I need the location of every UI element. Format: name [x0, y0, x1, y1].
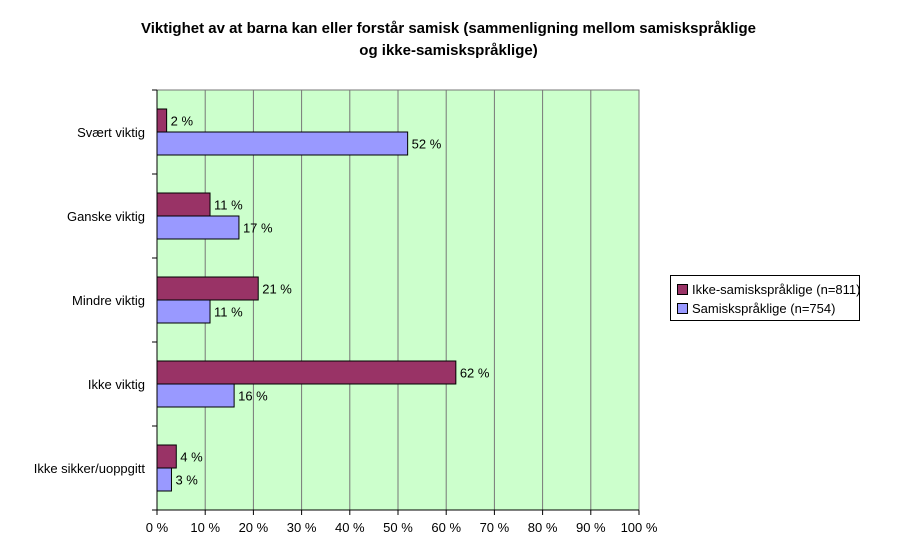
bar-series-2 — [156, 467, 172, 492]
x-tick-label-40: 40 % — [335, 520, 365, 535]
legend-swatch-series-1 — [677, 284, 688, 295]
legend-item-series-1: Ikke-samiskspråklige (n=811) — [677, 280, 860, 299]
x-tick-label-100: 100 % — [621, 520, 658, 535]
bar-series-1 — [156, 192, 211, 217]
x-tick-label-30: 30 % — [287, 520, 317, 535]
bar-series-2 — [156, 215, 240, 240]
legend-swatch-series-2 — [677, 303, 688, 314]
chart-title-line-2: og ikke-samiskspråklige) — [359, 42, 538, 59]
x-tick-label-70: 70 % — [480, 520, 510, 535]
legend-item-series-2: Samiskspråklige (n=754) — [677, 299, 853, 318]
x-tick-label-20: 20 % — [239, 520, 269, 535]
data-label-series-2: 52 % — [412, 137, 442, 152]
bar-series-1 — [156, 276, 259, 301]
chart-title-line-1: Viktighet av at barna kan eller forstår … — [141, 20, 756, 37]
data-label-series-2: 17 % — [243, 221, 273, 236]
category-label: Ikke sikker/uoppgitt — [34, 461, 146, 476]
data-label-series-2: 11 % — [214, 305, 243, 320]
data-label-series-1: 62 % — [460, 366, 490, 381]
x-tick-label-80: 80 % — [528, 520, 558, 535]
category-label: Mindre viktig — [72, 293, 145, 308]
x-tick-label-10: 10 % — [190, 520, 220, 535]
data-label-series-1: 21 % — [262, 282, 292, 297]
x-tick-label-0: 0 % — [146, 520, 169, 535]
legend: Ikke-samiskspråklige (n=811) Samiskspråk… — [670, 275, 860, 321]
data-label-series-1: 4 % — [180, 450, 203, 465]
plot-area: 0 % 10 % 20 % 30 % 40 % 50 % 60 % 70 % 80 % 90 % 1… — [34, 89, 658, 535]
bar-series-1 — [156, 444, 177, 469]
category-label: Ganske viktig — [67, 209, 145, 224]
bar-series-2 — [156, 131, 409, 156]
x-tick-label-60: 60 % — [431, 520, 461, 535]
bar-series-2 — [156, 299, 211, 324]
data-label-series-1: 11 % — [214, 198, 243, 213]
bar-series-2 — [156, 383, 235, 408]
data-label-series-2: 3 % — [175, 473, 198, 488]
data-label-series-1: 2 % — [171, 114, 194, 129]
bar-series-1 — [156, 360, 457, 385]
bar-series-1 — [156, 108, 168, 133]
x-tick-label-90: 90 % — [576, 520, 606, 535]
x-tick-label-50: 50 % — [383, 520, 413, 535]
legend-label-series-2: Samiskspråklige (n=754) — [692, 301, 836, 316]
data-label-series-2: 16 % — [238, 389, 268, 404]
category-label: Svært viktig — [77, 125, 145, 140]
chart-title: Viktighet av at barna kan eller forstår … — [0, 18, 897, 62]
legend-label-series-1: Ikke-samiskspråklige (n=811) — [692, 282, 861, 297]
category-label: Ikke viktig — [88, 377, 145, 392]
